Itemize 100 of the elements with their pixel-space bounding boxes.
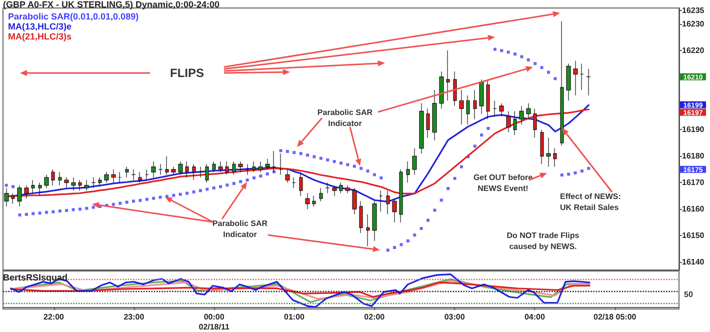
candlestick <box>339 182 343 194</box>
annotation: Effect of NEWS: UK Retail Sales <box>560 192 621 212</box>
candlestick <box>379 190 383 212</box>
y-tick-label: 16140 <box>682 258 705 267</box>
candlestick <box>71 177 76 191</box>
x-tick-label: 22:00 <box>44 312 65 322</box>
candlestick <box>426 108 430 138</box>
candlestick <box>104 172 109 183</box>
candlestick <box>372 200 377 242</box>
chart-title: BertsRSIsquad <box>3 272 68 282</box>
candlestick <box>265 158 270 170</box>
candlestick <box>165 156 169 176</box>
candlestick <box>58 172 62 186</box>
candlestick <box>513 110 517 136</box>
candlestick <box>392 198 397 223</box>
candlestick <box>218 161 223 172</box>
candlestick <box>325 182 330 194</box>
candlestick <box>198 166 203 178</box>
x-tick-label: 00:00 02/18/11 <box>198 312 230 332</box>
candlestick <box>44 174 49 188</box>
candlestick <box>205 164 209 183</box>
text: Parabolic SAR(0.01,0.01,0.089) <box>8 12 139 22</box>
candlestick <box>359 200 363 234</box>
annotation: Get OUT before NEWS Event! <box>473 173 534 193</box>
annotation: Do NOT trade Flips caused by NEWS. <box>506 231 580 251</box>
candlestick <box>439 71 444 109</box>
x-tick-label: 03:00 <box>444 312 466 322</box>
candlestick <box>232 161 236 176</box>
candlestick <box>138 172 142 183</box>
candlestick <box>51 169 55 186</box>
candlestick <box>432 90 437 141</box>
candlestick <box>479 79 484 114</box>
candlestick <box>38 182 42 196</box>
candlestick <box>553 148 557 168</box>
y-tick-label: 16190 <box>682 125 705 134</box>
candlestick <box>466 95 470 125</box>
candlestick <box>17 185 22 207</box>
candlestick <box>486 79 490 120</box>
candlestick <box>453 71 457 106</box>
y-tick-label: 16170 <box>682 178 705 188</box>
candlestick <box>499 102 504 117</box>
candlestick <box>560 20 564 146</box>
candlestick <box>279 153 283 176</box>
candlestick <box>406 161 410 183</box>
x-tick-label: 23:00 <box>124 312 145 322</box>
candlestick <box>446 50 450 101</box>
candlestick <box>459 90 464 125</box>
candlestick <box>519 106 524 125</box>
candlestick <box>145 169 149 180</box>
candlestick <box>285 169 290 183</box>
candlestick <box>4 188 9 207</box>
candlestick <box>252 161 256 172</box>
candlestick <box>118 172 122 183</box>
y-tick-label: 16180 <box>682 152 705 161</box>
candlestick <box>91 177 96 188</box>
y-tick-label: 16230 <box>682 19 705 28</box>
candlestick <box>366 214 370 246</box>
candlestick <box>412 148 417 176</box>
candlestick <box>473 90 477 120</box>
candlestick <box>352 188 357 215</box>
annotation: FLIPS <box>170 66 204 80</box>
y-tick-label: 16220 <box>682 46 705 55</box>
candlestick <box>573 60 578 96</box>
candlestick <box>292 177 296 188</box>
x-tick-label: 02:00 <box>364 312 386 322</box>
annotation: Parabolic SAR Indicator <box>212 219 268 239</box>
candlestick <box>419 102 424 154</box>
candlestick <box>546 137 551 168</box>
x-tick-label: 01:00 <box>284 312 306 322</box>
candlestick <box>31 180 35 194</box>
candlestick <box>238 161 243 172</box>
chart-title: (GBP A0-FX - UK STERLING,5) Dynamic,0:00-24:00 <box>3 0 220 10</box>
candlestick <box>192 164 196 180</box>
candlestick <box>125 166 129 178</box>
x-tick-label: 02/18 05:00 <box>594 312 637 322</box>
text: MA(13,HLC/3)e <box>8 22 72 32</box>
annotation: Parabolic SAR Indicator <box>317 108 373 128</box>
candlestick <box>171 166 176 176</box>
y-tick-label: 16235 <box>682 6 705 16</box>
candlestick <box>305 192 310 210</box>
candlestick <box>78 180 82 191</box>
candlestick <box>580 63 584 90</box>
x-tick-label: 04:00 <box>524 312 546 322</box>
candlestick <box>84 180 89 191</box>
text: MA(21,HLC/3)s <box>8 32 72 42</box>
candlestick <box>345 185 350 194</box>
candlestick <box>493 100 497 117</box>
candlestick <box>258 161 263 172</box>
text: 50 <box>684 290 694 299</box>
candlestick <box>399 169 403 223</box>
candlestick <box>151 161 156 178</box>
candlestick <box>245 164 250 176</box>
candlestick <box>332 185 337 196</box>
candlestick <box>566 63 571 101</box>
candlestick <box>64 177 69 188</box>
candlestick <box>98 177 102 186</box>
y-tick-label: 16160 <box>682 204 705 214</box>
candlestick <box>158 164 163 176</box>
candlestick <box>526 102 531 120</box>
candlestick <box>540 129 544 164</box>
